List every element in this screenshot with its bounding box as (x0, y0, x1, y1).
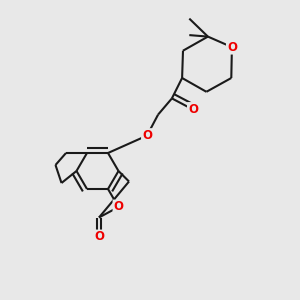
Text: O: O (142, 129, 152, 142)
Text: O: O (94, 230, 104, 244)
Text: O: O (188, 103, 198, 116)
Text: O: O (113, 200, 124, 214)
Text: O: O (227, 40, 237, 54)
